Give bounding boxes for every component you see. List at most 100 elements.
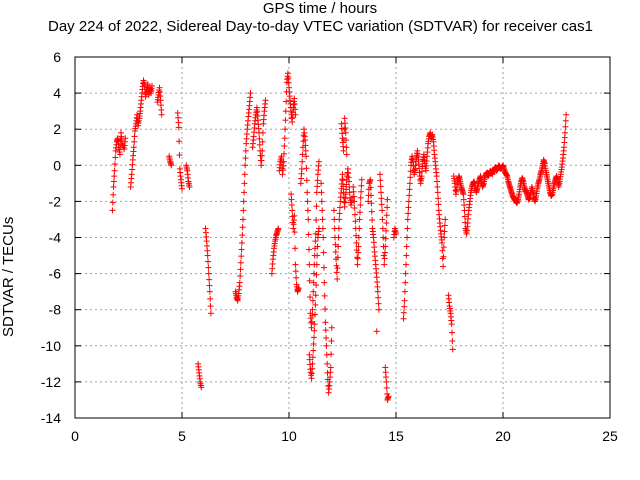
data-point bbox=[379, 216, 386, 223]
data-point bbox=[237, 273, 244, 280]
data-point bbox=[401, 288, 408, 295]
data-point bbox=[295, 285, 302, 292]
data-point bbox=[378, 201, 385, 208]
data-point bbox=[325, 383, 332, 390]
data-point bbox=[312, 311, 319, 318]
data-point bbox=[204, 252, 211, 259]
data-point bbox=[434, 189, 441, 196]
data-point bbox=[259, 129, 266, 136]
y-tick-label: 4 bbox=[53, 85, 61, 101]
data-point bbox=[448, 329, 455, 336]
data-point bbox=[311, 321, 318, 328]
data-point bbox=[240, 207, 247, 214]
data-point bbox=[116, 151, 123, 158]
data-point bbox=[302, 137, 309, 144]
data-point bbox=[355, 234, 362, 241]
data-point bbox=[460, 196, 467, 203]
data-point bbox=[280, 158, 287, 165]
data-point bbox=[291, 212, 298, 219]
data-point bbox=[355, 249, 362, 256]
data-point bbox=[158, 111, 165, 118]
data-point bbox=[343, 144, 350, 151]
data-point bbox=[402, 270, 409, 277]
data-point bbox=[358, 188, 365, 195]
data-point bbox=[240, 198, 247, 205]
data-point bbox=[440, 244, 447, 251]
data-point bbox=[319, 216, 326, 223]
plot-frame bbox=[74, 56, 611, 419]
data-point bbox=[320, 264, 327, 271]
data-point bbox=[298, 165, 305, 172]
data-point bbox=[239, 224, 246, 231]
data-point bbox=[381, 255, 388, 262]
data-point bbox=[365, 198, 372, 205]
data-point bbox=[402, 261, 409, 268]
data-point bbox=[336, 210, 343, 217]
data-point bbox=[239, 232, 246, 239]
data-point bbox=[309, 312, 316, 319]
data-point bbox=[356, 216, 363, 223]
data-point bbox=[439, 239, 446, 246]
data-point bbox=[319, 207, 326, 214]
data-point bbox=[354, 254, 361, 261]
data-point bbox=[562, 123, 569, 130]
y-axis-label: SDTVAR / TECUs bbox=[0, 216, 17, 337]
data-point bbox=[308, 324, 315, 331]
data-point bbox=[305, 231, 312, 238]
data-point bbox=[198, 384, 205, 391]
data-point bbox=[440, 263, 447, 270]
data-point bbox=[281, 135, 288, 142]
data-point bbox=[305, 246, 312, 253]
data-point bbox=[407, 174, 414, 181]
data-point bbox=[241, 180, 248, 187]
data-point bbox=[314, 183, 321, 190]
data-point bbox=[302, 142, 309, 149]
data-point bbox=[111, 173, 118, 180]
data-point bbox=[336, 216, 343, 223]
data-point bbox=[318, 198, 325, 205]
data-point bbox=[375, 306, 382, 313]
data-point bbox=[358, 176, 365, 183]
data-point bbox=[289, 207, 296, 214]
data-point bbox=[385, 393, 392, 400]
data-point bbox=[404, 216, 411, 223]
data-point bbox=[310, 340, 317, 347]
data-point bbox=[292, 261, 299, 268]
data-point bbox=[441, 234, 448, 241]
data-point bbox=[323, 342, 330, 349]
data-point bbox=[340, 183, 347, 190]
data-point bbox=[109, 199, 116, 206]
data-point bbox=[335, 225, 342, 232]
data-point bbox=[131, 133, 138, 140]
data-point bbox=[318, 189, 325, 196]
data-point bbox=[313, 203, 320, 210]
data-point bbox=[175, 124, 182, 131]
data-point bbox=[291, 95, 298, 102]
data-point bbox=[302, 147, 309, 154]
data-point bbox=[111, 167, 118, 174]
data-point bbox=[306, 277, 313, 284]
data-point bbox=[310, 334, 317, 341]
data-point bbox=[303, 153, 310, 160]
data-point bbox=[358, 182, 365, 189]
data-point bbox=[405, 204, 412, 211]
data-point bbox=[407, 168, 414, 175]
data-point bbox=[122, 135, 129, 142]
data-point bbox=[460, 191, 467, 198]
data-point bbox=[340, 147, 347, 154]
data-point bbox=[368, 192, 375, 199]
data-point bbox=[206, 276, 213, 283]
data-point bbox=[238, 239, 245, 246]
data-point bbox=[449, 346, 456, 353]
data-point bbox=[321, 292, 328, 299]
data-point bbox=[332, 248, 339, 255]
x-tick-label: 20 bbox=[495, 428, 511, 444]
data-point bbox=[281, 150, 288, 157]
data-point bbox=[323, 351, 330, 358]
data-point bbox=[393, 230, 399, 237]
data-point bbox=[383, 212, 390, 219]
data-point bbox=[186, 183, 193, 190]
data-point bbox=[319, 225, 326, 232]
x-axis-label: GPS time / hours bbox=[262, 0, 378, 17]
